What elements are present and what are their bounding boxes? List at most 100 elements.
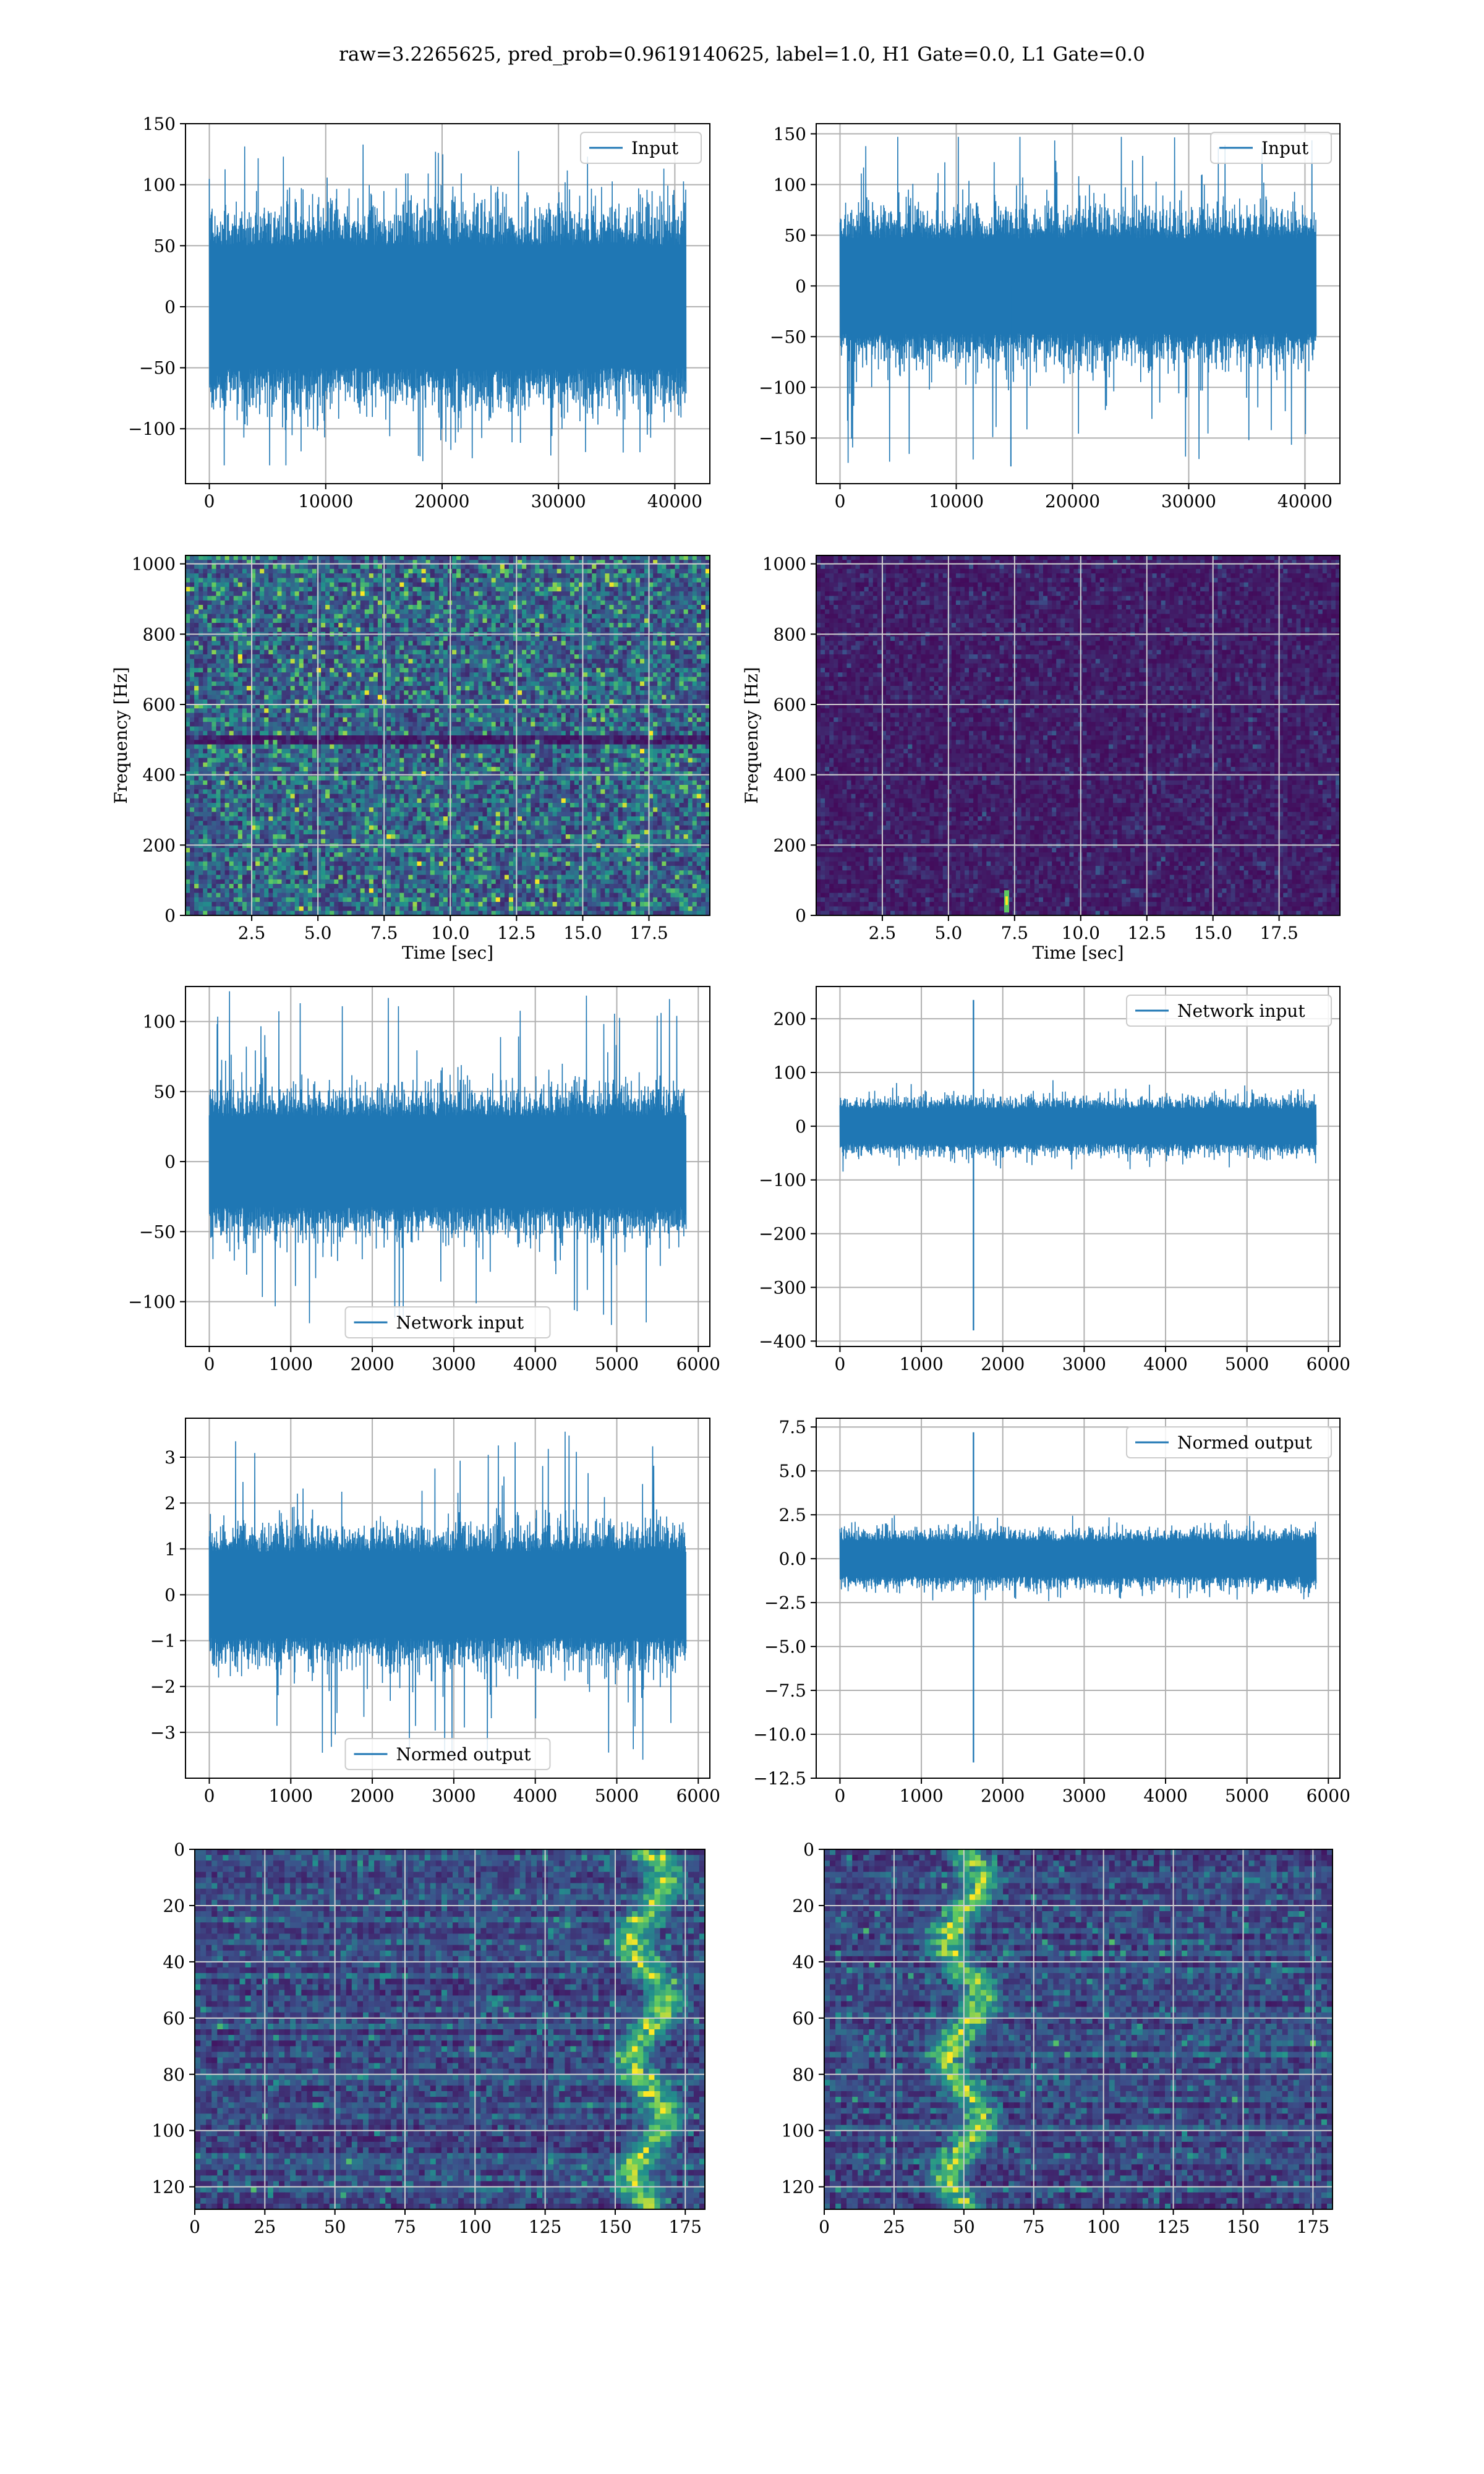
heatmap-cell <box>417 636 422 641</box>
heatmap-cell <box>286 713 291 718</box>
heatmap-cell <box>399 601 404 606</box>
heatmap-cell <box>653 573 658 578</box>
heatmap-cell <box>465 565 470 570</box>
heatmap-cell <box>443 591 448 596</box>
heatmap-cell <box>369 731 374 736</box>
heatmap-cell <box>483 569 488 574</box>
heatmap-cell <box>194 650 199 655</box>
heatmap-cell <box>399 668 404 673</box>
heatmap-cell <box>273 731 278 736</box>
heatmap-cell <box>356 578 361 583</box>
heatmap-cell <box>338 654 343 659</box>
heatmap-cell <box>605 578 610 583</box>
heatmap-cell <box>395 646 400 651</box>
heatmap-cell <box>352 601 357 606</box>
heatmap-cell <box>373 700 378 704</box>
heatmap-cell <box>583 672 588 677</box>
heatmap-cell <box>404 722 409 727</box>
heatmap-cell <box>194 587 199 592</box>
y-tick-label: 150 <box>774 124 806 144</box>
heatmap-cell <box>461 587 466 592</box>
heatmap-cell <box>386 618 391 623</box>
heatmap-cell <box>352 672 357 677</box>
heatmap-cell <box>496 591 501 596</box>
heatmap-cell <box>216 672 221 677</box>
heatmap-cell <box>211 601 216 606</box>
heatmap-cell <box>304 623 309 628</box>
heatmap-cell <box>343 672 348 677</box>
heatmap-cell <box>452 664 457 669</box>
heatmap-cell <box>247 708 252 713</box>
heatmap-cell <box>194 596 199 601</box>
heatmap-cell <box>666 713 671 718</box>
heatmap-cell <box>469 677 474 682</box>
heatmap-cell <box>570 695 575 700</box>
heatmap-cell <box>670 583 675 588</box>
heatmap-cell <box>186 654 190 659</box>
heatmap-cell <box>684 677 689 682</box>
heatmap-cell <box>640 690 645 695</box>
heatmap-cell <box>684 601 689 606</box>
heatmap-cell <box>680 659 684 664</box>
heatmap-cell <box>360 735 365 740</box>
heatmap-cell <box>561 605 566 610</box>
heatmap-cell <box>483 646 488 651</box>
heatmap-cell <box>439 605 444 610</box>
heatmap-cell <box>365 596 370 601</box>
heatmap-cell <box>701 677 706 682</box>
heatmap-cell <box>426 650 431 655</box>
heatmap-cell <box>526 650 531 655</box>
heatmap-cell <box>479 569 484 574</box>
heatmap-cell <box>653 735 658 740</box>
heatmap-cell <box>426 659 431 664</box>
heatmap-cell <box>365 601 370 606</box>
heatmap-cell <box>631 659 636 664</box>
heatmap-cell <box>365 700 370 704</box>
x-tick-label: 10000 <box>298 491 353 511</box>
heatmap-cell <box>408 686 413 691</box>
heatmap-cell <box>304 601 309 606</box>
heatmap-cell <box>627 722 632 727</box>
heatmap-cell <box>348 596 352 601</box>
heatmap-cell <box>190 700 195 704</box>
heatmap-cell <box>600 587 605 592</box>
heatmap-cell <box>461 583 466 588</box>
heatmap-cell <box>662 627 667 632</box>
heatmap-cell <box>623 690 628 695</box>
heatmap-cell <box>399 672 404 677</box>
heatmap-cell <box>207 708 212 713</box>
heatmap-cell <box>194 677 199 682</box>
heatmap-cell <box>348 641 352 646</box>
heatmap-cell <box>312 682 317 687</box>
heatmap-cell <box>321 690 326 695</box>
heatmap-cell <box>675 713 680 718</box>
heatmap-cell <box>304 596 309 601</box>
heatmap-cell <box>426 601 431 606</box>
heatmap-cell <box>574 609 579 614</box>
heatmap-cell <box>666 700 671 704</box>
heatmap-cell <box>605 677 610 682</box>
heatmap-cell <box>587 605 592 610</box>
heatmap-cell <box>587 682 592 687</box>
heatmap-cell <box>260 596 265 601</box>
heatmap-cell <box>190 609 195 614</box>
y-tick-label: −50 <box>770 327 806 347</box>
heatmap-cell <box>605 690 610 695</box>
heatmap-cell <box>369 618 374 623</box>
heatmap-cell <box>225 700 230 704</box>
heatmap-cell <box>697 555 702 560</box>
heatmap-cell <box>566 569 571 574</box>
heatmap-cell <box>291 583 296 588</box>
heatmap-cell <box>483 587 488 592</box>
heatmap-cell <box>373 708 378 713</box>
heatmap-cell <box>688 623 693 628</box>
heatmap-cell <box>469 583 474 588</box>
heatmap-cell <box>352 735 357 740</box>
heatmap-cell <box>203 569 208 574</box>
heatmap-cell <box>356 686 361 691</box>
heatmap-cell <box>452 654 457 659</box>
heatmap-cell <box>670 713 675 718</box>
heatmap-cell <box>636 682 641 687</box>
heatmap-cell <box>360 636 365 641</box>
heatmap-cell <box>456 654 461 659</box>
